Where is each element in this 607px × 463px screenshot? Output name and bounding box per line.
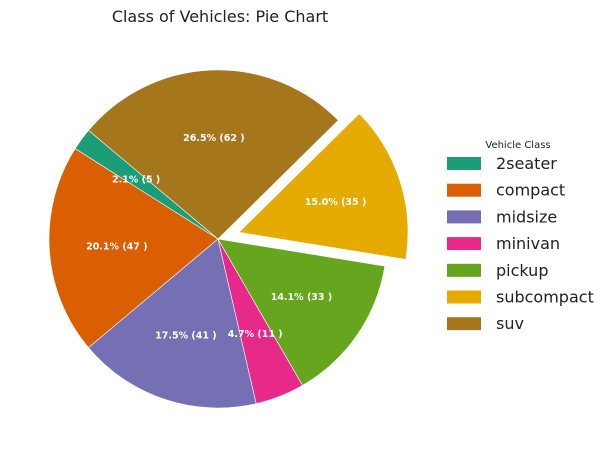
pie-slice-label-suv: 26.5% (62 ) bbox=[183, 133, 244, 144]
legend-swatch-2seater bbox=[447, 157, 481, 170]
pie-slice-label-subcompact: 15.0% (35 ) bbox=[305, 197, 366, 208]
legend-swatch-midsize bbox=[447, 210, 481, 224]
pie-slice-labels: 2.1% (5 ) 20.1% (47 ) 17.5% (41 ) 4.7% (11 … bbox=[86, 133, 366, 341]
legend-label-minivan: minivan bbox=[496, 234, 560, 253]
legend-label-compact: compact bbox=[496, 181, 565, 200]
legend-item-suv: suv bbox=[447, 314, 524, 333]
legend-label-suv: suv bbox=[496, 314, 524, 333]
pie-slice-label-2seater: 2.1% (5 ) bbox=[112, 175, 160, 186]
legend-swatch-pickup bbox=[447, 263, 481, 277]
pie-slices bbox=[48, 69, 409, 409]
legend-swatch-compact bbox=[447, 183, 481, 197]
legend-swatch-suv bbox=[447, 317, 481, 331]
legend-item-2seater: 2seater bbox=[447, 154, 557, 173]
pie-slice-subcompact bbox=[238, 113, 409, 260]
legend-item-midsize: midsize bbox=[447, 207, 557, 226]
pie-slice-label-pickup: 14.1% (33 ) bbox=[271, 292, 332, 303]
pie-slice-label-compact: 20.1% (47 ) bbox=[86, 241, 147, 252]
legend-swatch-subcompact bbox=[447, 290, 481, 304]
pie-slice-suv bbox=[88, 69, 339, 240]
pie-slice-midsize bbox=[88, 238, 257, 409]
legend-title: Vehicle Class bbox=[485, 140, 550, 151]
legend-item-subcompact: subcompact bbox=[447, 288, 594, 307]
legend-swatch-minivan bbox=[447, 237, 481, 251]
legend-label-subcompact: subcompact bbox=[496, 288, 594, 307]
legend-label-midsize: midsize bbox=[496, 207, 557, 226]
pie-slice-pickup bbox=[217, 238, 386, 386]
legend: Vehicle Class 2seater compact midsize miniv… bbox=[447, 140, 594, 333]
legend-label-pickup: pickup bbox=[496, 261, 548, 280]
legend-item-pickup: pickup bbox=[447, 261, 548, 280]
legend-item-compact: compact bbox=[447, 181, 565, 200]
pie-slice-label-midsize: 17.5% (41 ) bbox=[155, 331, 216, 342]
chart-title: Class of Vehicles: Pie Chart bbox=[112, 7, 328, 26]
pie-slice-label-minivan: 4.7% (11 ) bbox=[228, 329, 283, 340]
legend-label-2seater: 2seater bbox=[496, 154, 557, 173]
pie-slice-compact bbox=[48, 148, 219, 349]
legend-item-minivan: minivan bbox=[447, 234, 560, 253]
